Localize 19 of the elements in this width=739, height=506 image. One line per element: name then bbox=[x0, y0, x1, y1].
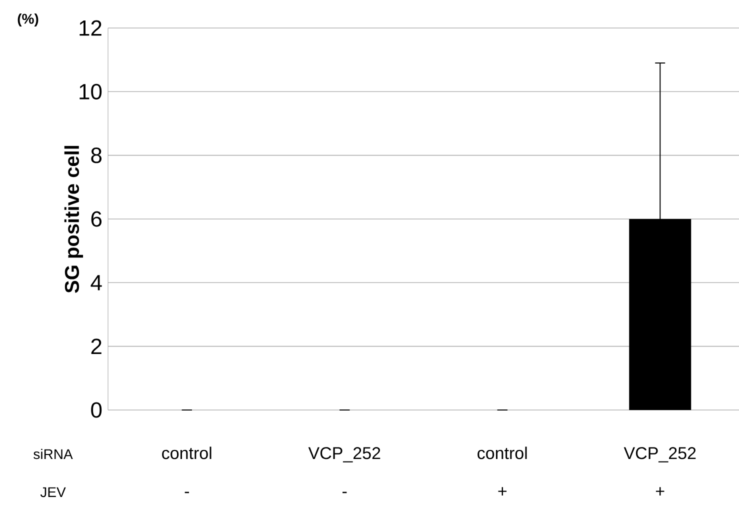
y-tick-label: 8 bbox=[91, 148, 102, 164]
y-tick-label: 6 bbox=[91, 211, 102, 227]
text: (%) bbox=[18, 13, 38, 27]
y-axis-title: SG positive cell bbox=[64, 146, 84, 293]
text: JEV bbox=[40, 487, 66, 498]
text: + bbox=[498, 487, 507, 496]
x-tick-label: VCP_252 bbox=[308, 447, 380, 462]
y-tick-label: 10 bbox=[80, 84, 102, 100]
y-tick-label: 12 bbox=[80, 20, 102, 36]
y-tick-label: 4 bbox=[90, 275, 102, 290]
text: - bbox=[342, 492, 347, 494]
x-tick-label: control bbox=[162, 446, 212, 460]
x-tick-label: VCP_252 bbox=[624, 447, 696, 462]
text: - bbox=[184, 492, 189, 494]
y-tick-label: 0 bbox=[91, 402, 102, 418]
text: siRNA bbox=[34, 448, 73, 460]
x-tick-label: control bbox=[478, 446, 527, 460]
y-tick-label: 2 bbox=[91, 338, 102, 354]
text: + bbox=[656, 487, 664, 496]
